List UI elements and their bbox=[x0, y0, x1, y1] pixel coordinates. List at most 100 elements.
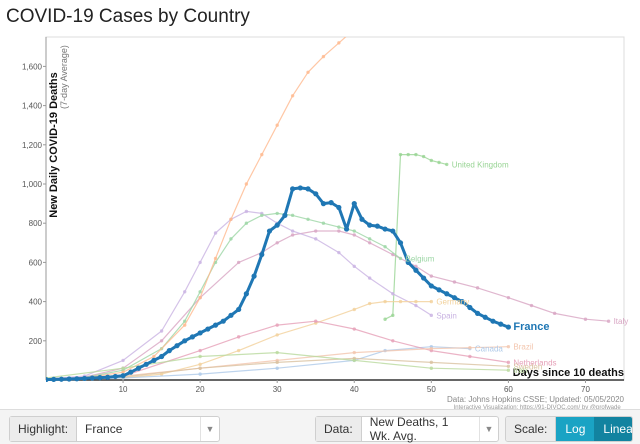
data-point-italy bbox=[352, 233, 356, 237]
source-note: Data: Johns Hopkins CSSE; Updated: 05/05… bbox=[447, 395, 625, 404]
highlight-label: Highlight: bbox=[10, 417, 78, 441]
data-point-france bbox=[236, 306, 242, 313]
data-point-us bbox=[275, 123, 279, 127]
data-point-france bbox=[305, 186, 311, 192]
data-point-canada bbox=[198, 372, 202, 376]
data-point-germany bbox=[414, 299, 418, 304]
scale-log-button[interactable]: Log bbox=[556, 417, 595, 441]
data-point-sweden bbox=[275, 360, 279, 365]
data-point-italy bbox=[583, 317, 588, 321]
series-label-iran: Iran bbox=[513, 366, 527, 375]
data-point-germany bbox=[383, 299, 387, 304]
data-point-netherlands bbox=[391, 339, 395, 343]
data-point-france bbox=[182, 338, 188, 344]
chevron-down-icon: ▼ bbox=[479, 417, 498, 441]
data-point-italy bbox=[414, 264, 418, 269]
data-value: New Deaths, 1 Wk. Avg. bbox=[369, 415, 449, 443]
data-point-italy bbox=[236, 260, 241, 265]
data-point-united-kingdom bbox=[391, 313, 395, 318]
data-point-netherlands bbox=[198, 348, 202, 353]
data-point-us bbox=[121, 370, 125, 374]
data-point-iran bbox=[506, 368, 511, 372]
scale-toggle: Scale: Log Linear bbox=[505, 416, 633, 442]
data-point-france bbox=[197, 330, 203, 336]
data-point-spain bbox=[244, 209, 249, 214]
x-axis-title: Days since 10 deaths bbox=[513, 367, 624, 379]
y-tick-label: 200 bbox=[29, 337, 43, 346]
data-point-france bbox=[490, 318, 496, 324]
data-point-netherlands bbox=[275, 323, 279, 327]
data-point-france bbox=[128, 369, 134, 375]
data-point-sweden bbox=[198, 366, 202, 370]
data-point-france bbox=[467, 304, 473, 311]
data-point-belgium bbox=[383, 245, 387, 249]
data-point-italy bbox=[452, 280, 457, 284]
data-point-france bbox=[89, 375, 95, 381]
data-point-italy bbox=[506, 295, 511, 300]
credit-note: Interactive Visualization: https://91-DI… bbox=[454, 405, 625, 409]
data-point-france bbox=[81, 375, 88, 382]
data-point-us bbox=[229, 217, 233, 221]
data-point-france bbox=[290, 186, 296, 192]
x-tick-label: 30 bbox=[273, 385, 282, 394]
data-point-us bbox=[213, 256, 218, 261]
y-tick-label: 400 bbox=[29, 298, 43, 307]
data-point-france bbox=[343, 226, 350, 232]
data-select[interactable]: Data: New Deaths, 1 Wk. Avg. ▼ bbox=[315, 415, 499, 443]
data-point-germany bbox=[352, 307, 356, 312]
series-label-belgium: Belgium bbox=[406, 254, 435, 263]
data-point-iran bbox=[352, 358, 356, 363]
data-point-france bbox=[174, 343, 180, 349]
data-point-belgium bbox=[229, 237, 233, 241]
data-point-france bbox=[259, 251, 265, 258]
data-point-germany bbox=[367, 301, 372, 306]
series-label-sweden: Sweden bbox=[513, 362, 542, 371]
data-point-spain bbox=[213, 231, 218, 235]
x-tick-label: 40 bbox=[350, 385, 359, 394]
data-point-spain bbox=[367, 276, 372, 280]
line-chart: 200 400 600 800 1,000 1,200 1,400 1,600 10 20 30 40… bbox=[22, 36, 628, 409]
series-label-canada: Canada bbox=[475, 345, 504, 354]
data-point-france bbox=[451, 295, 458, 301]
data-point-france bbox=[58, 376, 65, 382]
data-point-iran bbox=[429, 366, 434, 370]
data-point-belgium bbox=[352, 229, 356, 233]
data-point-belgium bbox=[367, 237, 372, 241]
data-point-spain bbox=[183, 290, 187, 294]
data-point-italy bbox=[159, 339, 164, 343]
data-point-france bbox=[482, 314, 488, 320]
data-point-spain bbox=[429, 313, 434, 318]
data-point-france bbox=[374, 223, 380, 229]
data-point-italy bbox=[314, 229, 318, 233]
data-point-france bbox=[436, 287, 442, 293]
highlight-select[interactable]: Highlight: France ▼ bbox=[9, 416, 220, 442]
data-point-france bbox=[66, 376, 72, 382]
series-label-netherlands: Netherlands bbox=[513, 358, 556, 367]
series-label-spain: Spain bbox=[436, 311, 456, 320]
data-point-france bbox=[105, 374, 111, 380]
data-point-iran bbox=[121, 366, 125, 370]
data-point-italy bbox=[275, 241, 279, 245]
data-point-france bbox=[46, 377, 49, 382]
data-point-france bbox=[112, 373, 118, 380]
data-point-spain bbox=[337, 250, 341, 255]
data-point-belgium bbox=[398, 256, 403, 261]
data-point-france bbox=[505, 324, 511, 330]
data-point-belgium bbox=[260, 213, 264, 218]
data-point-belgium bbox=[198, 290, 202, 294]
data-point-us bbox=[198, 295, 202, 300]
data-point-brazil bbox=[506, 344, 511, 349]
data-point-france bbox=[74, 376, 80, 382]
data-point-belgium bbox=[337, 225, 341, 229]
data-point-france bbox=[359, 216, 365, 222]
scale-linear-button[interactable]: Linear bbox=[594, 417, 632, 441]
y-tick-label: 1,000 bbox=[22, 180, 43, 189]
data-point-italy bbox=[552, 311, 557, 316]
data-point-france bbox=[159, 353, 165, 360]
data-point-us bbox=[152, 354, 156, 359]
highlight-value: France bbox=[85, 422, 123, 436]
data-point-france bbox=[405, 259, 411, 265]
data-point-france bbox=[397, 240, 404, 246]
series-line-germany bbox=[123, 301, 432, 379]
data-point-netherlands bbox=[468, 354, 472, 359]
